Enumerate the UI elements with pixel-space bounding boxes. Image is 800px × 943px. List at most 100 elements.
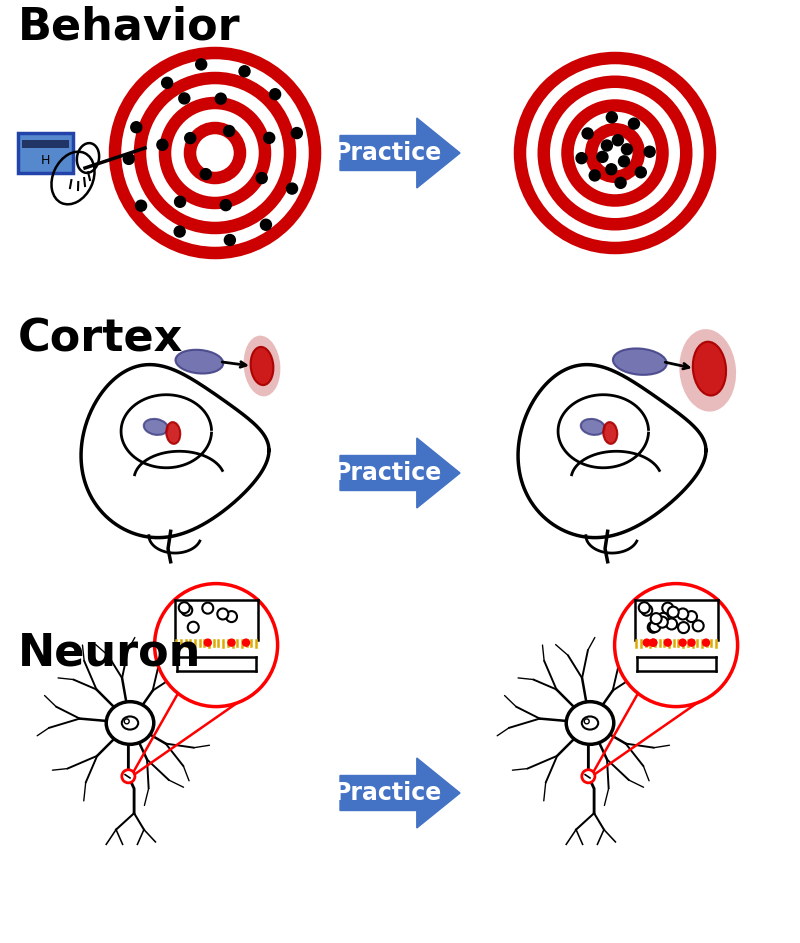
Text: H: H bbox=[40, 155, 50, 168]
Ellipse shape bbox=[244, 336, 280, 396]
Ellipse shape bbox=[250, 347, 274, 385]
Circle shape bbox=[629, 118, 639, 129]
Circle shape bbox=[688, 639, 695, 646]
Circle shape bbox=[597, 152, 608, 162]
Circle shape bbox=[650, 621, 661, 632]
Circle shape bbox=[135, 200, 146, 211]
Circle shape bbox=[657, 617, 668, 628]
Circle shape bbox=[664, 639, 671, 646]
Circle shape bbox=[202, 603, 214, 614]
Circle shape bbox=[618, 156, 630, 167]
Circle shape bbox=[613, 135, 623, 146]
Text: Practice: Practice bbox=[334, 781, 442, 805]
Circle shape bbox=[270, 89, 281, 100]
Bar bbox=[22, 140, 69, 148]
Circle shape bbox=[650, 639, 657, 646]
Circle shape bbox=[178, 603, 190, 613]
Circle shape bbox=[286, 183, 298, 194]
Circle shape bbox=[256, 173, 267, 184]
FancyArrow shape bbox=[340, 758, 460, 828]
Ellipse shape bbox=[166, 422, 180, 444]
Circle shape bbox=[544, 82, 686, 224]
Circle shape bbox=[224, 125, 234, 137]
Circle shape bbox=[702, 639, 710, 646]
Circle shape bbox=[582, 769, 595, 783]
Circle shape bbox=[174, 226, 185, 237]
Circle shape bbox=[584, 719, 589, 724]
Polygon shape bbox=[518, 365, 706, 538]
Circle shape bbox=[590, 170, 600, 181]
Circle shape bbox=[122, 769, 135, 783]
Ellipse shape bbox=[144, 419, 168, 435]
Text: Behavior: Behavior bbox=[18, 5, 241, 48]
Text: Practice: Practice bbox=[334, 141, 442, 165]
Circle shape bbox=[658, 613, 669, 624]
Circle shape bbox=[650, 639, 657, 646]
Ellipse shape bbox=[603, 422, 618, 444]
Circle shape bbox=[228, 639, 235, 646]
Ellipse shape bbox=[175, 350, 223, 373]
Text: Cortex: Cortex bbox=[18, 318, 183, 361]
Ellipse shape bbox=[106, 702, 154, 744]
Polygon shape bbox=[121, 395, 211, 468]
Circle shape bbox=[644, 146, 655, 157]
Circle shape bbox=[165, 103, 265, 203]
Circle shape bbox=[226, 611, 237, 622]
Circle shape bbox=[650, 613, 662, 624]
Ellipse shape bbox=[566, 702, 614, 744]
Circle shape bbox=[124, 719, 129, 724]
Circle shape bbox=[678, 622, 689, 633]
Circle shape bbox=[614, 584, 738, 706]
Text: Neuron: Neuron bbox=[18, 631, 202, 674]
Circle shape bbox=[668, 606, 678, 618]
Circle shape bbox=[220, 200, 231, 210]
Circle shape bbox=[662, 603, 674, 614]
Circle shape bbox=[693, 620, 704, 632]
Circle shape bbox=[196, 58, 206, 70]
Circle shape bbox=[188, 621, 198, 633]
FancyArrow shape bbox=[340, 438, 460, 508]
Circle shape bbox=[239, 66, 250, 76]
Polygon shape bbox=[81, 365, 269, 538]
Circle shape bbox=[567, 106, 662, 201]
Circle shape bbox=[190, 128, 240, 178]
Circle shape bbox=[678, 608, 688, 620]
Ellipse shape bbox=[122, 717, 138, 730]
Circle shape bbox=[638, 603, 650, 613]
Ellipse shape bbox=[582, 717, 598, 730]
Circle shape bbox=[218, 608, 228, 620]
Text: Practice: Practice bbox=[334, 461, 442, 485]
Circle shape bbox=[606, 112, 618, 123]
Circle shape bbox=[242, 639, 250, 646]
Circle shape bbox=[576, 153, 587, 164]
Circle shape bbox=[140, 78, 290, 228]
Circle shape bbox=[131, 122, 142, 133]
Circle shape bbox=[622, 143, 633, 155]
Circle shape bbox=[648, 621, 658, 633]
Circle shape bbox=[686, 611, 697, 622]
Ellipse shape bbox=[693, 341, 726, 395]
Circle shape bbox=[606, 164, 617, 174]
FancyArrow shape bbox=[340, 118, 460, 188]
Circle shape bbox=[643, 639, 650, 646]
Circle shape bbox=[264, 132, 274, 143]
Circle shape bbox=[591, 129, 638, 176]
Ellipse shape bbox=[679, 329, 736, 411]
Circle shape bbox=[615, 177, 626, 189]
Circle shape bbox=[174, 196, 186, 207]
Circle shape bbox=[582, 128, 593, 139]
Circle shape bbox=[642, 604, 652, 616]
Ellipse shape bbox=[613, 349, 666, 375]
Circle shape bbox=[200, 169, 211, 179]
Circle shape bbox=[520, 58, 710, 248]
Circle shape bbox=[162, 77, 173, 89]
Circle shape bbox=[179, 93, 190, 104]
Circle shape bbox=[185, 133, 196, 143]
Circle shape bbox=[224, 235, 235, 245]
FancyBboxPatch shape bbox=[18, 133, 73, 173]
Circle shape bbox=[261, 220, 271, 230]
Ellipse shape bbox=[581, 419, 605, 435]
Circle shape bbox=[182, 604, 192, 616]
Circle shape bbox=[204, 639, 211, 646]
Circle shape bbox=[291, 127, 302, 139]
